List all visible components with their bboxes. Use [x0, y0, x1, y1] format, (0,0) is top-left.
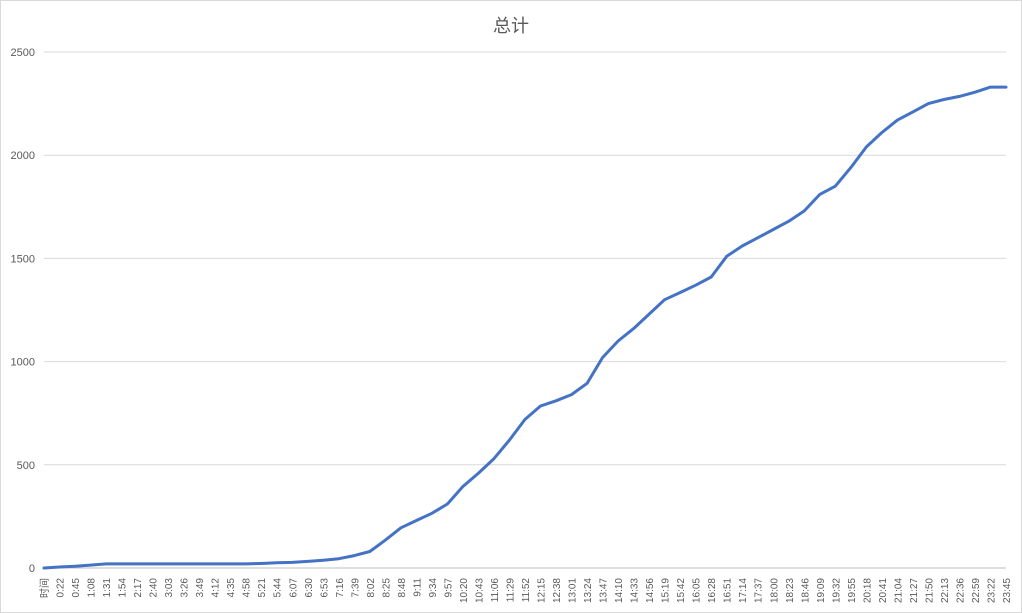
x-tick-label: 20:41: [878, 578, 889, 603]
x-tick-label: 17:14: [738, 578, 749, 603]
x-tick-label: 13:47: [599, 578, 610, 603]
x-tick-label: 14:10: [614, 578, 625, 603]
x-tick-label: 22:59: [971, 578, 982, 603]
y-tick-label: 2500: [11, 47, 35, 59]
x-tick-label: 8:25: [381, 578, 392, 598]
x-tick-label: 1:54: [118, 578, 129, 598]
y-tick-label: 0: [29, 563, 35, 575]
x-tick-label: 4:12: [211, 578, 222, 598]
x-tick-label: 13:24: [583, 578, 594, 603]
x-tick-label: 1:08: [87, 578, 98, 598]
x-tick-label: 18:00: [769, 578, 780, 603]
x-tick-label: 16:05: [692, 578, 703, 603]
x-tick-label: 19:32: [831, 578, 842, 603]
x-tick-label: 22:13: [940, 578, 951, 603]
x-tick-label: 14:33: [630, 578, 641, 603]
x-tick-label: 2:40: [149, 578, 160, 598]
x-tick-label: 15:19: [661, 578, 672, 603]
x-tick-label: 16:51: [723, 578, 734, 603]
x-tick-label: 8:48: [397, 578, 408, 598]
x-tick-label: 11:29: [505, 578, 516, 603]
x-tick-label: 时间: [38, 578, 51, 598]
x-tick-label: 7:16: [335, 578, 346, 598]
x-tick-label: 19:09: [816, 578, 827, 603]
x-tick-label: 9:11: [412, 578, 423, 597]
x-tick-label: 1:31: [102, 578, 113, 598]
x-tick-label: 3:26: [180, 578, 191, 598]
x-tick-label: 3:03: [164, 578, 175, 598]
x-tick-label: 10:43: [474, 578, 485, 603]
y-tick-label: 2000: [11, 150, 35, 162]
x-tick-label: 18:46: [800, 578, 811, 603]
x-tick-label: 0:22: [56, 578, 67, 598]
x-tick-label: 23:22: [986, 578, 997, 603]
y-tick-label: 1000: [11, 357, 35, 369]
x-tick-label: 6:30: [304, 578, 315, 598]
x-tick-label: 8:02: [366, 578, 377, 598]
chart-title: 总计: [493, 16, 529, 37]
x-tick-label: 21:50: [924, 578, 935, 603]
x-tick-label: 21:27: [909, 578, 920, 603]
x-tick-label: 18:23: [785, 578, 796, 603]
x-tick-label: 11:06: [490, 578, 501, 603]
x-tick-label: 13:01: [568, 578, 579, 603]
x-tick-label: 19:55: [847, 578, 858, 603]
x-tick-label: 2:17: [133, 578, 144, 598]
x-tick-label: 22:36: [955, 578, 966, 603]
x-tick-label: 16:28: [707, 578, 718, 603]
x-tick-label: 3:49: [195, 578, 206, 598]
x-tick-label: 5:44: [273, 578, 284, 598]
x-tick-label: 7:39: [350, 578, 361, 598]
x-tick-label: 4:58: [242, 578, 253, 598]
x-tick-label: 9:34: [428, 578, 439, 598]
x-tick-label: 0:45: [71, 578, 82, 598]
x-tick-label: 6:07: [288, 578, 299, 598]
x-tick-label: 17:37: [754, 578, 765, 603]
x-tick-label: 12:15: [537, 578, 548, 603]
x-tick-label: 10:20: [459, 578, 470, 603]
x-tick-label: 6:53: [319, 578, 330, 598]
x-tick-label: 21:04: [893, 578, 904, 603]
y-tick-label: 1500: [11, 253, 35, 265]
x-tick-label: 4:35: [226, 578, 237, 598]
x-tick-label: 20:18: [862, 578, 873, 603]
x-tick-label: 12:38: [552, 578, 563, 603]
y-tick-label: 500: [17, 460, 35, 472]
x-tick-label: 14:56: [645, 578, 656, 603]
x-tick-label: 5:21: [257, 578, 268, 598]
series-line: [42, 85, 1008, 570]
x-tick-label: 11:52: [521, 578, 532, 603]
x-tick-label: 9:57: [443, 578, 454, 598]
x-tick-label: 15:42: [676, 578, 687, 603]
x-tick-label: 23:45: [1002, 578, 1013, 603]
